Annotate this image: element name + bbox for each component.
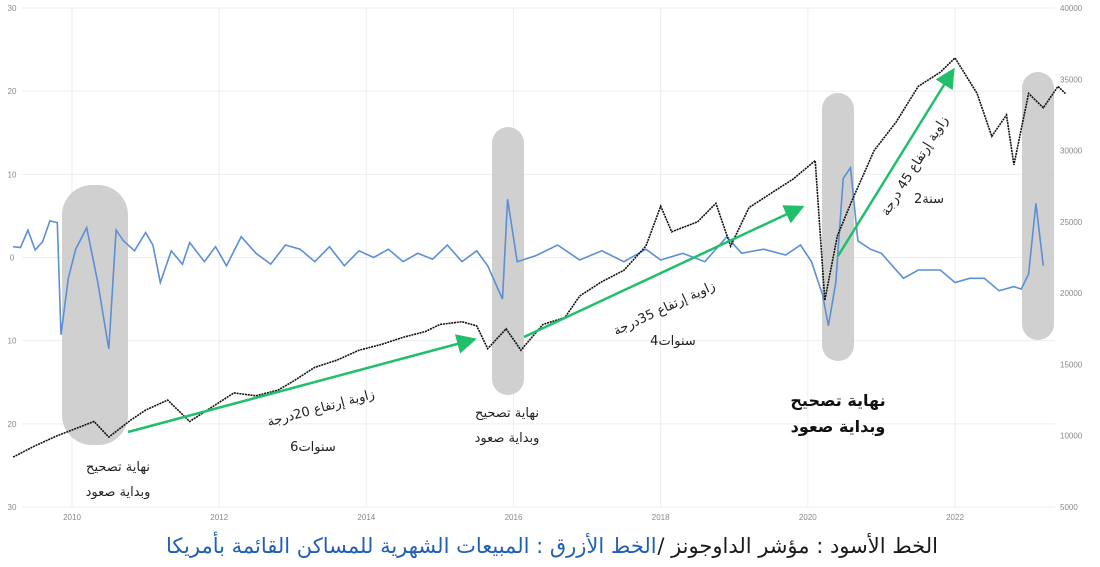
right-tick-label: 5000	[1060, 503, 1078, 512]
x-tick-label: 2010	[63, 513, 81, 522]
highlight-band-2023	[1022, 72, 1054, 340]
left-tick-label: 30	[8, 503, 17, 512]
right-tick-label: 25000	[1060, 218, 1083, 227]
highlight-band-2010	[62, 185, 128, 445]
right-tick-label: 35000	[1060, 75, 1083, 84]
annotation-correction-3-line1: نهاية تصحيح	[790, 391, 885, 410]
right-tick-label: 30000	[1060, 147, 1083, 156]
chart-caption: الخط الأسود : مؤشر الداوجونز / الخط الأز…	[166, 531, 938, 558]
right-axis: 40000 35000 30000 25000 20000 15000 10000 5000	[1060, 4, 1083, 512]
series-line-home-sales	[13, 165, 1045, 350]
right-tick-label: 40000	[1060, 4, 1083, 13]
annotation-correction-1-line1: نهاية تصحيح	[86, 460, 150, 475]
annotation-trend-3-years: سنة2	[914, 192, 944, 207]
highlight-band-2016	[492, 127, 524, 395]
annotation-correction-1-line2: وبداية صعود	[86, 485, 151, 500]
correction-highlights	[62, 72, 1054, 445]
caption-black-part: الخط الأسود : مؤشر الداوجونز /	[657, 533, 938, 558]
annotation-correction-3-line2: وبداية صعود	[791, 417, 886, 436]
x-axis: 2010 2012 2014 2016 2018 2020 2022	[63, 513, 964, 522]
annotation-trend-1-years: سنوات6	[290, 440, 336, 455]
left-tick-label: 0	[10, 254, 15, 263]
right-tick-label: 20000	[1060, 289, 1083, 298]
left-tick-label: 20	[8, 420, 17, 429]
right-tick-label: 15000	[1060, 360, 1083, 369]
x-tick-label: 2018	[652, 513, 670, 522]
caption-blue-part: الخط الأزرق : المبيعات الشهرية للمساكن ا…	[166, 531, 657, 558]
x-tick-label: 2020	[799, 513, 817, 522]
x-tick-label: 2012	[210, 513, 228, 522]
trend-arrow-2	[523, 205, 805, 339]
trend-arrow-3	[836, 67, 955, 257]
trend-arrow-1	[127, 334, 477, 434]
right-tick-label: 10000	[1060, 432, 1083, 441]
annotation-trend-2-years: سنوات4	[650, 334, 696, 349]
annotation-correction-2-line2: وبداية صعود	[475, 431, 540, 446]
annotation-correction-2-line1: نهاية تصحيح	[475, 406, 539, 421]
x-tick-label: 2014	[357, 513, 375, 522]
left-tick-label: 30	[8, 4, 17, 13]
left-tick-label: 20	[8, 87, 17, 96]
highlight-band-2020	[822, 93, 854, 361]
trend-arrows	[127, 67, 955, 434]
x-tick-label: 2022	[946, 513, 964, 522]
left-tick-label: 10	[8, 337, 17, 346]
left-axis: 30 20 10 0 10 20 30	[8, 4, 17, 512]
x-tick-label: 2016	[505, 513, 523, 522]
left-tick-label: 10	[8, 170, 17, 179]
series-line-dow-jones	[12, 56, 1066, 458]
